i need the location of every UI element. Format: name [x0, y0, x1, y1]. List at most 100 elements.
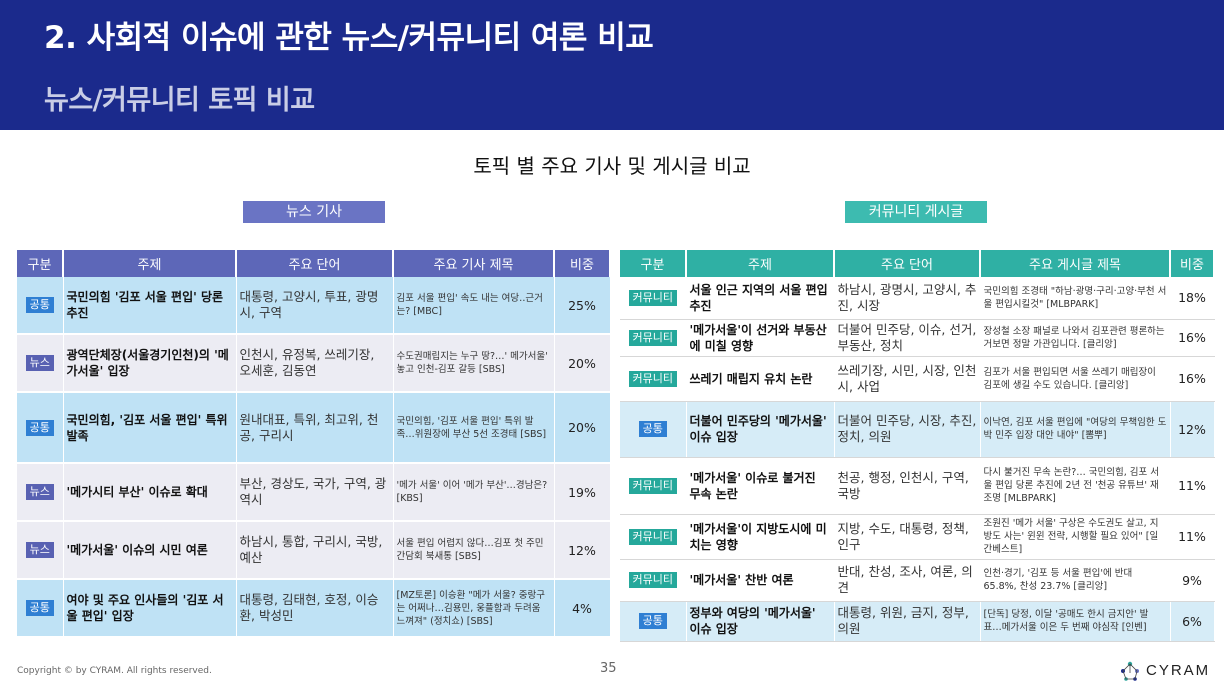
table-row: 뉴스 '메가서울' 이슈의 시민 여론 하남시, 통합, 구리시, 국방, 예산…: [17, 521, 611, 580]
topic-cell: 국민의힘, '김포 서울 편입' 특위 발족: [63, 392, 237, 464]
community-topic-table: 구분 주제 주요 단어 주요 게시글 제목 비중 커뮤니티 서울 인근 지역의 …: [620, 250, 1215, 642]
headline-cell: 김포 서울 편입' 속도 내는 여당‥근거는? [MBC]: [393, 277, 555, 335]
topic-cell: 여야 및 주요 인사들의 '김포 서울 편입' 입장: [63, 579, 237, 638]
table-row: 커뮤니티 서울 인근 지역의 서울 편입 추진 하남시, 광명시, 고양시, 추…: [620, 277, 1215, 320]
share-cell: 4%: [554, 579, 611, 638]
headline-cell: '메가 서울' 이어 '메가 부산'…경남은? [KBS]: [393, 463, 555, 522]
header-topic: 주제: [63, 250, 237, 277]
share-cell: 18%: [1170, 277, 1215, 320]
logo-wordmark: CYRAM: [1146, 662, 1211, 679]
table-row: 공통 여야 및 주요 인사들의 '김포 서울 편입' 입장 대통령, 김태현, …: [17, 579, 611, 638]
header-post-title: 주요 게시글 제목: [980, 250, 1171, 277]
post-title-cell: 국민의힘 조경태 "하남·광명·구리·고양·부천 서울 편입시킬것" [MLBP…: [980, 277, 1171, 320]
category-badge: 뉴스: [25, 484, 54, 500]
category-badge: 커뮤니티: [628, 528, 677, 545]
table-row: 공통 국민의힘, '김포 서울 편입' 특위 발족 원내대표, 특위, 최고위,…: [17, 392, 611, 464]
topic-cell: 정부와 여당의 '메가서울' 이슈 입장: [686, 601, 835, 642]
category-badge: 커뮤니티: [628, 572, 677, 588]
post-title-cell: 조원진 '메가 서울' 구상은 수도권도 살고, 지방도 사는' 윈윈 전략, …: [980, 514, 1171, 560]
headline-cell: [MZ토론] 이승환 "메가 서울? 중랑구는 어쩌나…김용민, 웅플함과 두려…: [393, 579, 555, 638]
page-title: 2. 사회적 이슈에 관한 뉴스/커뮤니티 여론 비교: [44, 20, 654, 56]
category-badge: 뉴스: [25, 542, 54, 558]
page-number: 35: [600, 661, 617, 676]
table-row: 커뮤니티 쓰레기 매립지 유치 논란 쓰레기장, 시민, 시장, 인천시, 사업…: [620, 356, 1215, 402]
header-topic: 주제: [686, 250, 835, 277]
topic-cell: 광역단체장(서울경기인천)의 '메가서울' 입장: [63, 334, 237, 393]
category-badge: 커뮤니티: [628, 289, 677, 306]
share-cell: 9%: [1170, 559, 1215, 602]
category-badge: 공통: [25, 419, 54, 436]
share-cell: 12%: [1170, 401, 1215, 458]
share-cell: 11%: [1170, 457, 1215, 515]
header-category: 구분: [17, 250, 64, 277]
share-cell: 20%: [554, 334, 611, 393]
share-cell: 25%: [554, 277, 611, 335]
table-row: 커뮤니티 '메가서울' 찬반 여론 반대, 찬성, 조사, 여론, 의견 인천·…: [620, 559, 1215, 602]
share-cell: 20%: [554, 392, 611, 464]
keywords-cell: 부산, 경상도, 국가, 구역, 광역시: [236, 463, 394, 522]
table-row: 커뮤니티 '메가서울'이 지방도시에 미치는 영향 지방, 수도, 대통령, 정…: [620, 514, 1215, 560]
share-cell: 12%: [554, 521, 611, 580]
keywords-cell: 더불어 민주당, 이슈, 선거, 부동산, 정치: [834, 319, 981, 357]
section-title: 토픽 별 주요 기사 및 게시글 비교: [473, 154, 751, 178]
category-badge: 공통: [25, 600, 54, 616]
news-section-label: 뉴스 기사: [243, 201, 385, 223]
post-title-cell: 장성철 소장 패널로 나와서 김포관련 평론하는거보면 정말 가관입니다. [클…: [980, 319, 1171, 357]
headline-cell: 서울 편입 어렵지 않다…김포 첫 주민간담회 북새통 [SBS]: [393, 521, 555, 580]
topic-cell: '메가서울'이 선거와 부동산에 미칠 영향: [686, 319, 835, 357]
keywords-cell: 쓰레기장, 시민, 시장, 인천시, 사업: [834, 356, 981, 402]
table-header-row: 구분 주제 주요 단어 주요 기사 제목 비중: [17, 250, 611, 277]
keywords-cell: 원내대표, 특위, 최고위, 천공, 구리시: [236, 392, 394, 464]
header-category: 구분: [620, 250, 687, 277]
header-keywords: 주요 단어: [236, 250, 394, 277]
keywords-cell: 인천시, 유정복, 쓰레기장, 오세훈, 김동연: [236, 334, 394, 393]
news-topic-table: 구분 주제 주요 단어 주요 기사 제목 비중 공통 국민의힘 '김포 서울 편…: [17, 250, 611, 638]
cyram-mark-icon: [1121, 661, 1139, 681]
share-cell: 6%: [1170, 601, 1215, 642]
keywords-cell: 천공, 행정, 인천시, 구역, 국방: [834, 457, 981, 515]
community-section-label: 커뮤니티 게시글: [845, 201, 987, 223]
header-banner: 2. 사회적 이슈에 관한 뉴스/커뮤니티 여론 비교 뉴스/커뮤니티 토픽 비…: [0, 0, 1224, 130]
category-badge: 커뮤니티: [628, 329, 677, 346]
topic-cell: '메가서울' 이슈로 불거진 무속 논란: [686, 457, 835, 515]
table-row: 뉴스 광역단체장(서울경기인천)의 '메가서울' 입장 인천시, 유정복, 쓰레…: [17, 334, 611, 393]
post-title-cell: 김포가 서울 편입되면 서울 쓰레기 매립장이 김포에 생길 수도 있습니다. …: [980, 356, 1171, 402]
category-badge: 커뮤니티: [628, 370, 677, 387]
table-row: 공통 더불어 민주당의 '메가서울' 이슈 입장 더불어 민주당, 시장, 추진…: [620, 401, 1215, 458]
table-row: 공통 국민의힘 '김포 서울 편입' 당론 추진 대통령, 고양시, 투표, 광…: [17, 277, 611, 335]
keywords-cell: 반대, 찬성, 조사, 여론, 의견: [834, 559, 981, 602]
table-row: 커뮤니티 '메가서울' 이슈로 불거진 무속 논란 천공, 행정, 인천시, 구…: [620, 457, 1215, 515]
keywords-cell: 하남시, 광명시, 고양시, 추진, 시장: [834, 277, 981, 320]
table-header-row: 구분 주제 주요 단어 주요 게시글 제목 비중: [620, 250, 1215, 277]
table-row: 뉴스 '메가시티 부산' 이슈로 확대 부산, 경상도, 국가, 구역, 광역시…: [17, 463, 611, 522]
category-badge: 뉴스: [25, 355, 54, 371]
share-cell: 19%: [554, 463, 611, 522]
header-share: 비중: [554, 250, 611, 277]
topic-cell: '메가서울'이 지방도시에 미치는 영향: [686, 514, 835, 560]
topic-cell: 서울 인근 지역의 서울 편입 추진: [686, 277, 835, 320]
table-row: 공통 정부와 여당의 '메가서울' 이슈 입장 대통령, 위원, 금지, 정부,…: [620, 601, 1215, 642]
category-badge: 커뮤니티: [628, 477, 677, 494]
header-share: 비중: [1170, 250, 1215, 277]
copyright-text: Copyright © by CYRAM. All rights reserve…: [17, 666, 212, 676]
keywords-cell: 지방, 수도, 대통령, 정책, 인구: [834, 514, 981, 560]
table-row: 커뮤니티 '메가서울'이 선거와 부동산에 미칠 영향 더불어 민주당, 이슈,…: [620, 319, 1215, 357]
category-badge: 공통: [638, 613, 667, 629]
topic-cell: '메가서울' 이슈의 시민 여론: [63, 521, 237, 580]
headline-cell: 국민의힘, '김포 서울 편입' 특위 발족…위원장에 부산 5선 조경태 [S…: [393, 392, 555, 464]
keywords-cell: 대통령, 고양시, 투표, 광명시, 구역: [236, 277, 394, 335]
topic-cell: 국민의힘 '김포 서울 편입' 당론 추진: [63, 277, 237, 335]
topic-cell: 더불어 민주당의 '메가서울' 이슈 입장: [686, 401, 835, 458]
post-title-cell: [단독] 당정, 이달 '공매도 한시 금지안' 발표…메가서울 이은 두 번째…: [980, 601, 1171, 642]
headline-cell: 수도권매립지는 누구 땅?…' 메가서울' 놓고 인천-김포 갈등 [SBS]: [393, 334, 555, 393]
share-cell: 16%: [1170, 356, 1215, 402]
category-badge: 공통: [25, 297, 54, 313]
keywords-cell: 더불어 민주당, 시장, 추진, 정치, 의원: [834, 401, 981, 458]
page-subtitle: 뉴스/커뮤니티 토픽 비교: [44, 85, 315, 116]
share-cell: 11%: [1170, 514, 1215, 560]
category-badge: 공통: [638, 421, 667, 437]
topic-cell: '메가서울' 찬반 여론: [686, 559, 835, 602]
share-cell: 16%: [1170, 319, 1215, 357]
keywords-cell: 하남시, 통합, 구리시, 국방, 예산: [236, 521, 394, 580]
keywords-cell: 대통령, 김태현, 호정, 이승환, 박성민: [236, 579, 394, 638]
